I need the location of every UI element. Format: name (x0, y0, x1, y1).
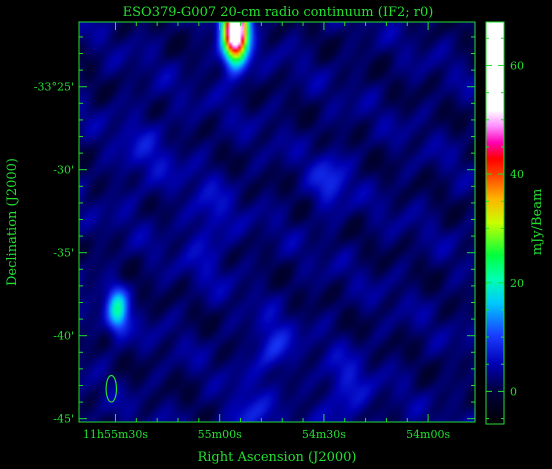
radio-map-image (79, 22, 475, 422)
beam-ellipse (105, 374, 118, 403)
x-tick-label: 54m30s (302, 428, 346, 441)
image-panel: 11h55m30s 55m00s 54m30s 54m00s -33°25'-30'-… (34, 21, 476, 441)
y-tick-label: -33°25' (34, 81, 74, 94)
colorbar-tick-label: 40 (510, 168, 524, 181)
y-tick-label: -45' (53, 413, 74, 426)
y-ticks: -33°25' -30' -35' -40' -45' (34, 36, 475, 426)
colorbar-frame (485, 21, 505, 425)
colorbar-tick-label: 60 (510, 59, 524, 72)
x-ticks: 11h55m30s 55m00s 54m30s 54m00s (83, 22, 450, 441)
x-tick-label: 11h55m30s (83, 428, 149, 441)
plot-frame (78, 21, 476, 423)
y-tick-label: -30' (53, 164, 74, 177)
y-axis-label: Declination (J2000) (5, 158, 20, 286)
colorbar-tick-label: 20 (510, 277, 524, 290)
x-axis-label: Right Ascension (J2000) (197, 450, 356, 465)
colorbar-tick-label: 0 (510, 385, 517, 398)
y-tick-label: -35' (53, 247, 74, 260)
x-tick-label: 55m00s (198, 428, 242, 441)
chart-title: ESO379-G007 20-cm radio continuum (IF2; … (123, 5, 434, 20)
y-tick-label: -40' (53, 330, 74, 343)
colorbar-label: mJy/Beam (530, 189, 545, 256)
colorbar-ticks: 0 20 40 60 (486, 37, 524, 420)
x-tick-label: 54m00s (406, 428, 450, 441)
colorbar-gradient (486, 22, 504, 424)
colorbar: 0 20 40 60 mJy/Beam (485, 21, 545, 425)
